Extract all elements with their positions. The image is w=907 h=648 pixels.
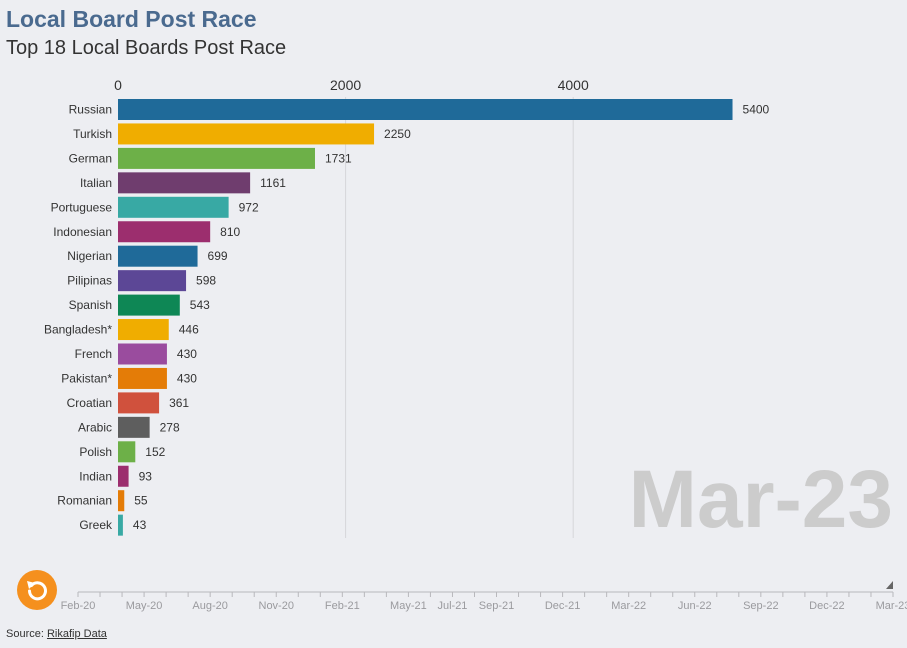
value-label: 152 [145,445,165,459]
bar [118,367,167,389]
bar [118,465,129,487]
bar [118,196,229,218]
timeline-label: Jun-22 [678,600,712,612]
value-label: 43 [133,518,147,532]
category-label: Croatian [67,396,112,410]
timeline-label: Sep-21 [479,600,514,612]
value-label: 699 [208,249,228,263]
category-label: French [75,347,112,361]
timeline-label: Mar-22 [611,600,646,612]
category-label: German [69,151,112,165]
replay-button[interactable] [17,570,57,610]
category-label: Romanian [57,494,112,508]
bar [118,172,251,194]
bar [118,490,125,512]
x-tick-label: 4000 [558,77,589,93]
bar [118,147,315,169]
timeline-label: May-20 [126,600,163,612]
value-label: 446 [179,323,199,337]
value-label: 1731 [325,151,352,165]
value-label: 278 [160,420,180,434]
bar [118,441,136,463]
value-label: 5400 [743,103,770,117]
value-label: 430 [177,371,197,385]
timeline-slider[interactable]: Feb-20 May-20 Aug-20 Nov-20 Feb-21 May-21 Jul-… [61,581,907,612]
category-label: Arabic [78,420,112,434]
bar [118,416,150,438]
grid [345,97,574,538]
timeline-label: Feb-20 [61,600,96,612]
timeline-label: Mar-23 [876,600,907,612]
value-label: 972 [239,200,259,214]
value-label: 2250 [384,127,411,141]
timeline-handle[interactable] [886,581,893,589]
value-label: 810 [220,225,240,239]
bar [118,343,167,365]
value-label: 55 [134,494,148,508]
category-label: Indian [79,469,112,483]
x-tick-label: 2000 [330,77,361,93]
chart-subtitle: Top 18 Local Boards Post Race [6,37,287,59]
timeline-label: Sep-22 [743,600,778,612]
category-label: Turkish [73,127,112,141]
category-label: Italian [80,176,112,190]
replay-icon [27,581,47,601]
category-label: Pakistan* [61,371,112,385]
chart-title: Local Board Post Race [6,6,257,32]
timeline-label: Feb-21 [325,600,360,612]
category-label: Russian [69,103,112,117]
bar [118,99,733,120]
bar [118,123,375,145]
timeline-label: Aug-20 [192,600,227,612]
category-label: Pilipinas [67,274,112,288]
source-prefix: Source: [6,628,47,640]
timeline-label: Dec-21 [545,600,580,612]
value-label: 361 [169,396,189,410]
value-label: 93 [139,469,153,483]
category-label: Spanish [69,298,112,312]
source-note: Source: Rikafip Data [6,628,107,640]
current-period-label: Mar-23 [629,454,893,545]
x-tick-label: 0 [114,77,122,93]
category-label: Portuguese [51,200,113,214]
timeline-label: Dec-22 [809,600,844,612]
bar [118,221,211,243]
bar [118,392,160,414]
value-label: 543 [190,298,210,312]
category-label: Bangladesh* [44,323,112,337]
timeline-label: Jul-21 [437,600,467,612]
x-axis: 0 2000 4000 [114,77,589,93]
category-label: Nigerian [67,249,112,263]
bar [118,319,169,341]
timeline-label: May-21 [390,600,427,612]
source-link[interactable]: Rikafip Data [46,628,107,640]
value-label: 430 [177,347,197,361]
category-label: Polish [79,445,112,459]
timeline-label: Nov-20 [259,600,294,612]
bar [118,245,198,267]
category-label: Indonesian [53,225,112,239]
bar [118,514,123,536]
bar [118,294,180,316]
value-label: 1161 [260,176,286,190]
bar [118,270,187,292]
category-label: Greek [79,518,113,532]
bars: Russian 5400 Turkish 2250 German 1731 Italian 1… [44,99,770,536]
value-label: 598 [196,274,216,288]
